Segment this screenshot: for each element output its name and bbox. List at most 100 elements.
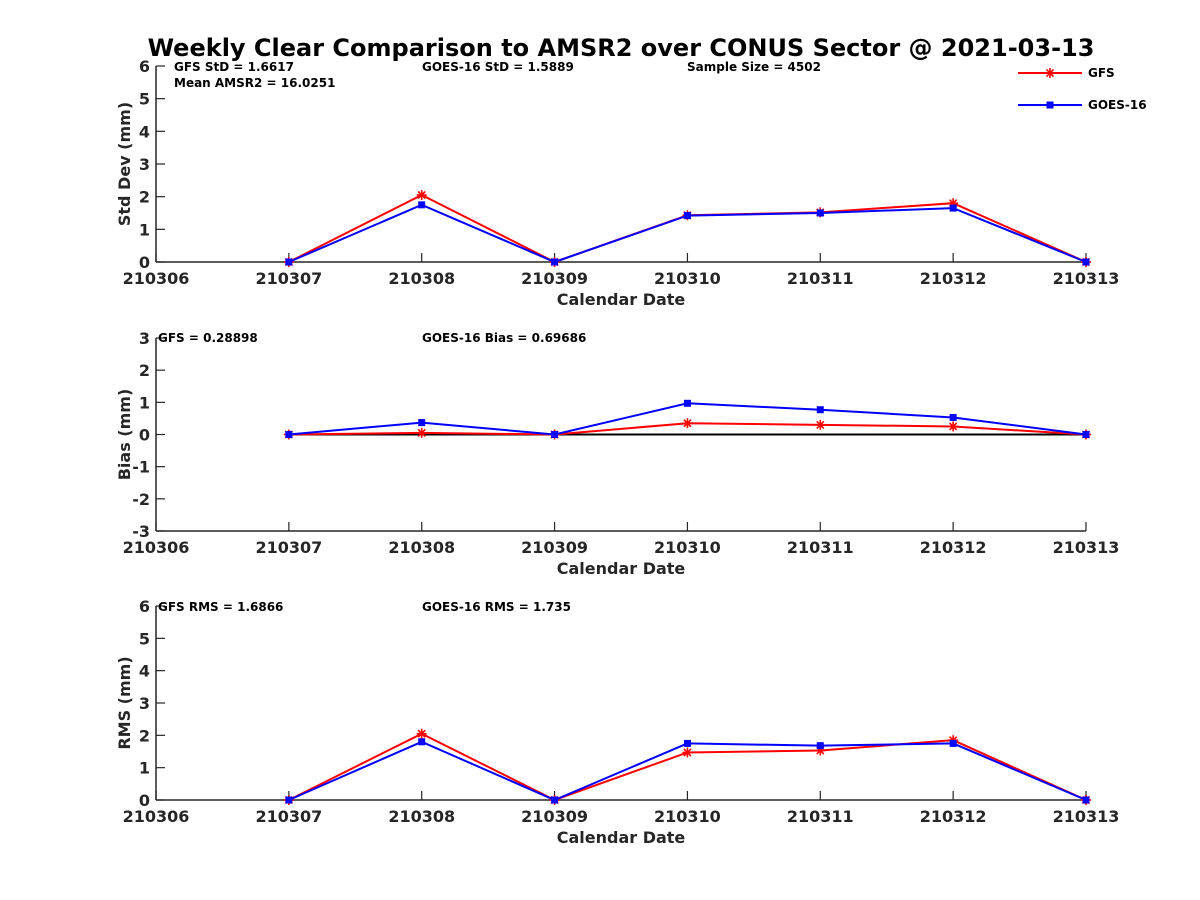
- data-point-goes16-square: [551, 796, 559, 804]
- x-tick-label: 210307: [255, 538, 322, 557]
- legend-label-goes16: GOES-16: [1088, 98, 1147, 112]
- x-tick-label: 210311: [787, 269, 854, 288]
- y-tick-label: 3: [139, 329, 150, 348]
- y-axis-label: RMS (mm): [115, 656, 134, 749]
- y-axis-label: Bias (mm): [115, 389, 134, 481]
- data-point-goes16-square: [418, 738, 426, 746]
- data-point-goes16: [551, 796, 559, 804]
- chart-title: Weekly Clear Comparison to AMSR2 over CO…: [148, 34, 1095, 62]
- y-tick-label: 2: [139, 361, 150, 380]
- data-point-goes16: [683, 399, 691, 407]
- data-point-goes16-square: [683, 212, 691, 220]
- y-axis-label: Std Dev (mm): [115, 102, 134, 226]
- series-goes16: [285, 738, 1090, 804]
- x-tick-label: 210308: [388, 269, 455, 288]
- x-tick-label: 210311: [787, 538, 854, 557]
- y-tick-label: 6: [139, 57, 150, 76]
- x-tick-label: 210306: [123, 269, 190, 288]
- series-line-gfs: [288, 193, 1087, 264]
- stat-annotation: GFS = 0.28898: [158, 331, 258, 345]
- x-axis-label: Calendar Date: [557, 828, 686, 847]
- x-tick-label: 210306: [123, 538, 190, 557]
- data-point-goes16-square: [1082, 258, 1090, 266]
- legend-entry-goes16: GOES-16: [1018, 98, 1147, 112]
- data-point-goes16-square: [949, 413, 957, 421]
- data-point-goes16: [285, 431, 293, 438]
- x-tick-label: 210310: [654, 807, 721, 826]
- y-tick-label: 0: [139, 426, 150, 445]
- data-point-goes16: [683, 739, 691, 747]
- data-point-goes16: [551, 258, 559, 266]
- stat-annotation: GOES-16 RMS = 1.735: [422, 600, 571, 614]
- x-tick-label: 210309: [521, 538, 588, 557]
- data-point-goes16-square: [1082, 796, 1090, 804]
- legend-marker-symbol-square: [1046, 101, 1054, 109]
- data-point-goes16: [285, 258, 293, 266]
- data-point-gfs: [416, 427, 427, 438]
- data-point-goes16-square: [816, 742, 824, 750]
- y-tick-label: -1: [132, 458, 150, 477]
- data-point-gfs: [682, 418, 693, 429]
- data-point-gfs-stroke: [683, 419, 692, 428]
- y-tick-label: 5: [139, 90, 150, 109]
- x-tick-label: 210308: [388, 807, 455, 826]
- data-point-goes16: [949, 739, 957, 747]
- data-point-goes16: [816, 406, 824, 414]
- x-tick-label: 210313: [1053, 269, 1120, 288]
- legend-marker-symbol: [1046, 101, 1054, 109]
- data-point-goes16: [683, 212, 691, 220]
- x-tick-label: 210308: [388, 538, 455, 557]
- x-tick-label: 210307: [255, 269, 322, 288]
- data-point-goes16-square: [683, 399, 691, 407]
- subplot-2: 210306 210307 210308 210309 210310 210311 2103…: [115, 329, 1119, 578]
- y-tick-label: 3: [139, 694, 150, 713]
- x-tick-label: 210313: [1053, 538, 1120, 557]
- x-tick-label: 210312: [920, 269, 987, 288]
- data-point-goes16: [949, 204, 957, 212]
- data-point-goes16-square: [816, 209, 824, 217]
- x-axis-label: Calendar Date: [557, 559, 686, 578]
- data-point-goes16-square: [1082, 431, 1090, 438]
- legend-marker-symbol-stroke: [1045, 68, 1055, 78]
- data-point-gfs-stroke: [949, 422, 958, 431]
- legend-marker-symbol: [1045, 68, 1055, 78]
- data-point-gfs: [948, 421, 959, 432]
- x-axis-label: Calendar Date: [557, 290, 686, 309]
- data-point-goes16-square: [285, 258, 293, 266]
- data-point-gfs: [815, 419, 826, 430]
- y-tick-label: 4: [139, 122, 150, 141]
- y-tick-label: 0: [139, 791, 150, 810]
- x-tick-label: 210309: [521, 269, 588, 288]
- x-tick-label: 210310: [654, 538, 721, 557]
- data-point-goes16: [949, 413, 957, 421]
- subplot-1: 210306 210307 210308 210309 210310 210311 2103…: [115, 57, 1119, 309]
- data-point-gfs-stroke: [417, 190, 426, 200]
- y-tick-label: 4: [139, 662, 150, 681]
- data-point-gfs-stroke: [683, 748, 692, 757]
- data-point-goes16-square: [418, 419, 426, 427]
- data-point-goes16-square: [816, 406, 824, 414]
- data-point-goes16: [816, 742, 824, 750]
- legend-marker-goes16: [1046, 101, 1054, 109]
- y-tick-label: 1: [139, 220, 150, 239]
- series-goes16: [285, 201, 1090, 266]
- data-point-goes16: [285, 796, 293, 804]
- data-point-goes16: [418, 201, 426, 209]
- legend: GFS GOES-16: [1018, 66, 1147, 112]
- y-tick-label: 5: [139, 629, 150, 648]
- x-tick-label: 210306: [123, 807, 190, 826]
- y-tick-label: 0: [139, 253, 150, 272]
- series-goes16: [285, 399, 1090, 438]
- data-point-goes16-square: [551, 258, 559, 266]
- data-point-goes16-square: [949, 204, 957, 212]
- data-point-gfs: [682, 747, 693, 758]
- y-tick-label: 2: [139, 726, 150, 745]
- data-point-goes16-square: [285, 431, 293, 438]
- data-point-goes16: [816, 209, 824, 217]
- data-point-gfs-stroke: [417, 729, 426, 738]
- legend-label-gfs: GFS: [1088, 66, 1115, 80]
- data-point-gfs: [416, 728, 427, 739]
- stat-annotation: Mean AMSR2 = 16.0251: [174, 76, 335, 90]
- x-tick-label: 210312: [920, 807, 987, 826]
